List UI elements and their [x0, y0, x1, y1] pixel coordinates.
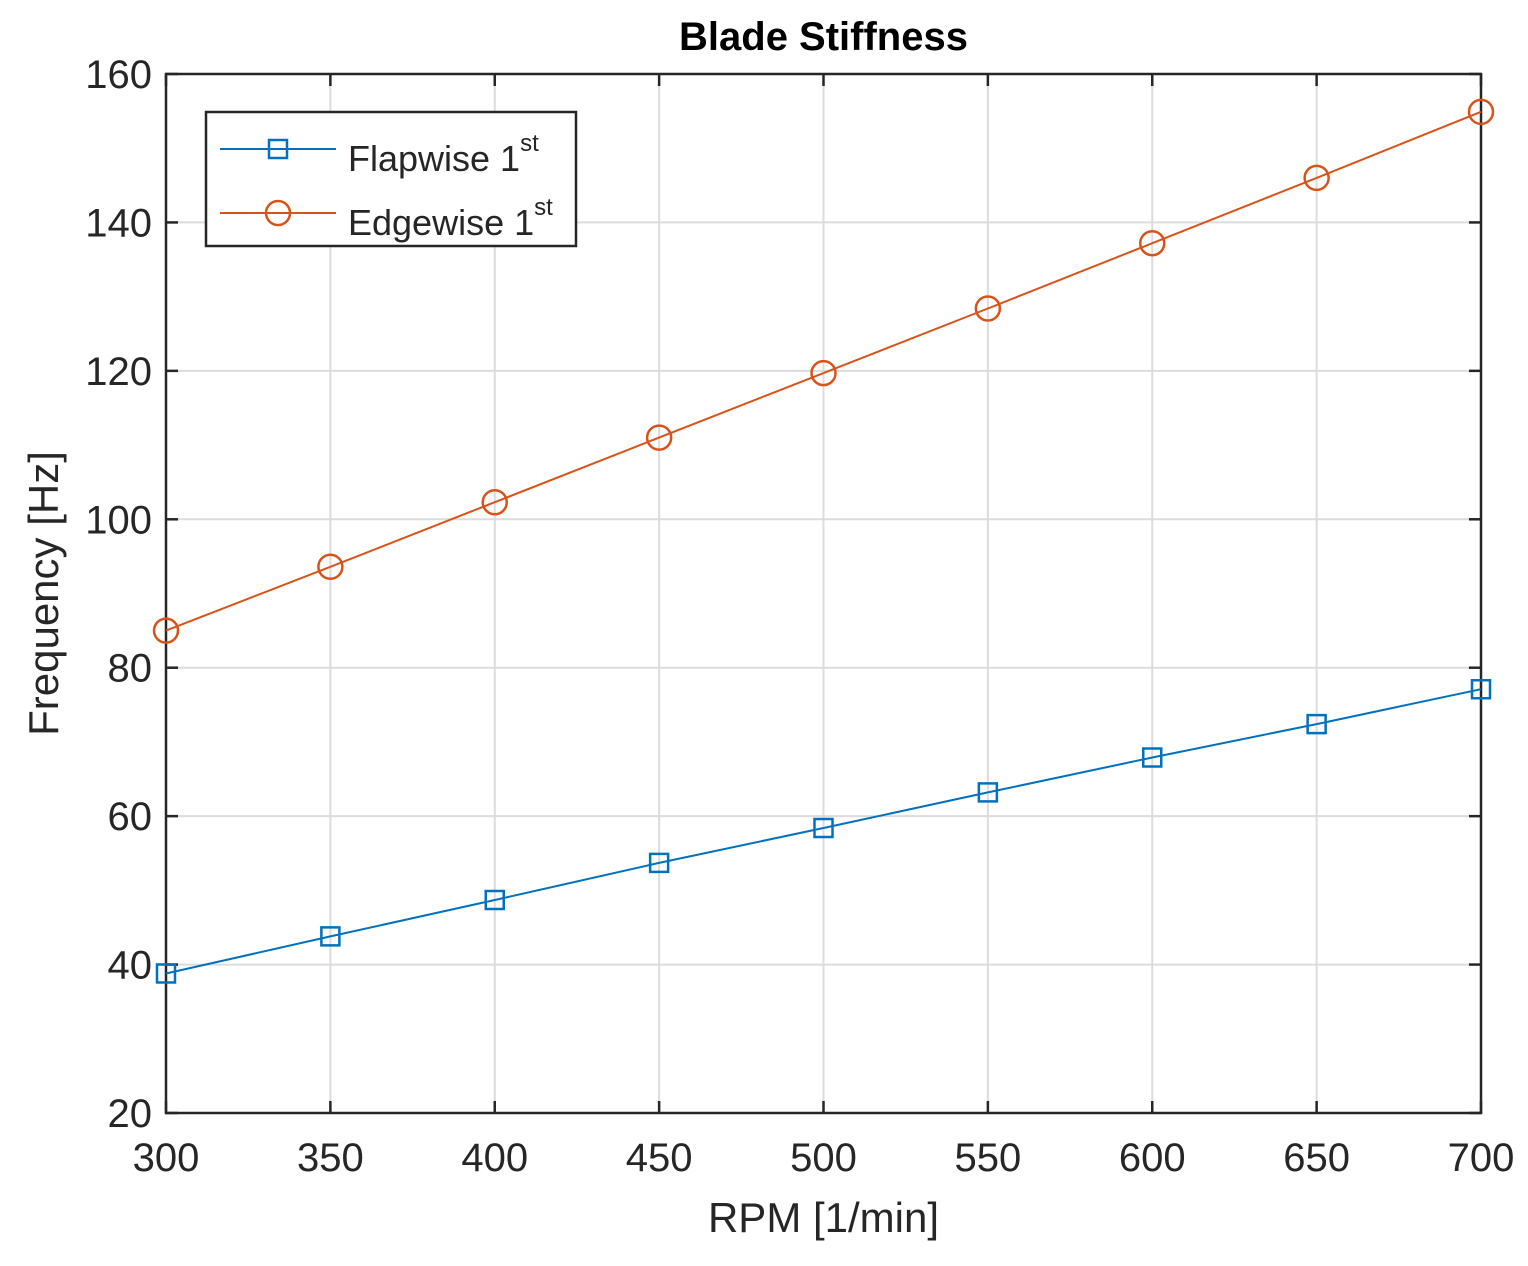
data-point-flapwise-1 [813, 817, 834, 839]
data-point-flapwise-1 [320, 926, 341, 947]
data-point-flapwise-1 [648, 852, 670, 874]
legend-label-text: Edgewise 1 [348, 202, 534, 243]
y-tick-label: 20 [108, 1092, 153, 1136]
series-flapwise-1 [155, 678, 1492, 984]
data-point-flapwise-1 [977, 782, 999, 803]
data-point-edgewise-1 [974, 295, 1002, 322]
legend-entry-flapwise-1: Flapwise 1st [220, 130, 539, 179]
series-edgewise-1 [152, 98, 1495, 644]
x-tick-label: 500 [790, 1136, 857, 1180]
data-point-flapwise-1 [1142, 747, 1163, 768]
y-axis-title: Frequency [Hz] [20, 451, 67, 736]
chart-title: Blade Stiffness [679, 15, 968, 59]
data-point-edgewise-1 [1303, 164, 1330, 192]
x-tick-label: 300 [133, 1136, 200, 1180]
grid [166, 74, 1481, 1113]
data-point-flapwise-1 [1306, 713, 1327, 735]
legend-label: Edgewise 1st [348, 194, 553, 243]
legend-box [204, 110, 578, 248]
legend-label-superscript: st [520, 130, 539, 157]
series-line-edgewise-1 [165, 110, 1482, 632]
axis-ticks: 300 350 400 450 500 550 600 650 700 20 40 60 80 100 12… [85, 53, 1514, 1180]
series-line-flapwise-1 [165, 688, 1482, 975]
data-point-flapwise-1 [1470, 678, 1492, 700]
y-tick-label: 160 [85, 53, 152, 97]
y-tick-label: 140 [85, 201, 152, 245]
x-tick-label: 350 [297, 1136, 364, 1180]
data-point-flapwise-1 [484, 889, 505, 911]
legend-entry-edgewise-1: Edgewise 1st [220, 194, 553, 243]
legend-label-text: Flapwise 1 [348, 138, 520, 179]
data-point-edgewise-1 [152, 617, 180, 644]
y-tick-label: 40 [108, 944, 153, 988]
x-tick-label: 550 [955, 1136, 1022, 1180]
data-point-edgewise-1 [481, 488, 508, 516]
x-tick-label: 700 [1448, 1136, 1515, 1180]
data-point-edgewise-1 [1139, 229, 1166, 257]
y-tick-label: 120 [85, 350, 152, 394]
data-point-edgewise-1 [645, 424, 673, 451]
x-tick-label: 450 [626, 1136, 693, 1180]
x-tick-label: 650 [1283, 1136, 1350, 1180]
x-tick-label: 600 [1119, 1136, 1186, 1180]
data-point-edgewise-1 [317, 553, 344, 581]
series-layer [152, 98, 1495, 984]
data-point-edgewise-1 [810, 359, 837, 387]
legend-marker-circle [264, 199, 292, 227]
y-tick-label: 100 [85, 498, 152, 542]
data-point-flapwise-1 [155, 963, 177, 984]
plot-area-frame [164, 72, 1483, 1115]
x-tick-label: 400 [461, 1136, 528, 1180]
legend-marker-square [267, 138, 289, 160]
data-point-edgewise-1 [1467, 98, 1495, 126]
x-axis-title: RPM [1/min] [708, 1194, 939, 1241]
y-tick-label: 80 [108, 647, 153, 691]
legend-label: Flapwise 1st [348, 130, 539, 179]
legend-label-superscript: st [534, 194, 553, 221]
y-tick-label: 60 [108, 795, 153, 839]
